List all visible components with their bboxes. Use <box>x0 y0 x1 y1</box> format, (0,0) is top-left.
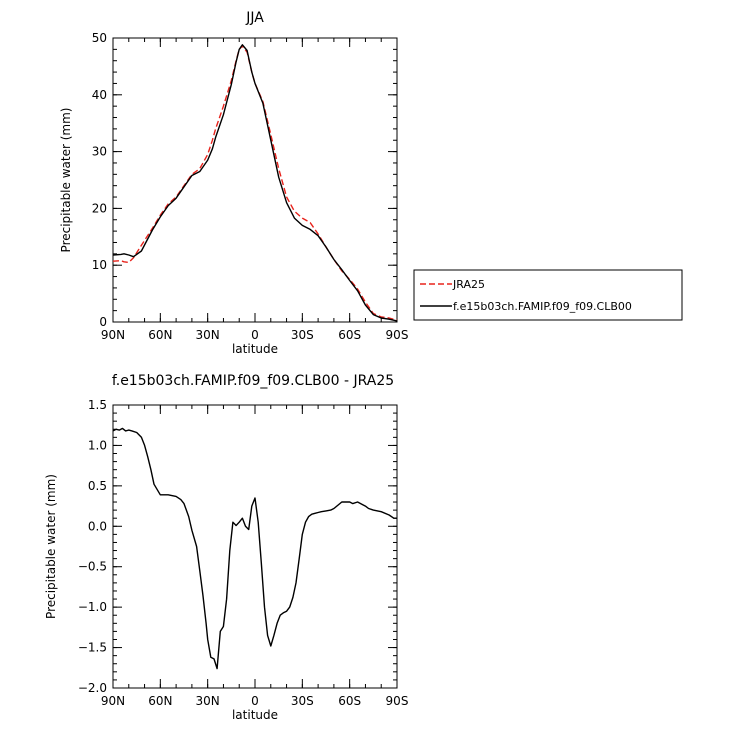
x-tick-label: 60N <box>148 328 172 342</box>
legend-label: JRA25 <box>452 278 485 291</box>
y-tick-label: 0.5 <box>88 479 107 493</box>
y-axis-label: Precipitable water (mm) <box>44 474 58 619</box>
series-line-1 <box>112 45 398 321</box>
y-tick-label: 0.0 <box>88 519 107 533</box>
x-axis-label: latitude <box>232 708 278 722</box>
x-tick-label: 30N <box>196 328 220 342</box>
chart-title: f.e15b03ch.FAMIP.f09_f09.CLB00 - JRA25 <box>112 373 394 389</box>
y-tick-label: 20 <box>92 201 107 215</box>
x-tick-label: 0 <box>251 328 259 342</box>
y-tick-label: 40 <box>92 88 107 102</box>
chart-top: 90N 60N 30N 0 30S 60S 90S 0 10 20 30 40 50 JJA latitud… <box>59 10 683 356</box>
chart-bottom: 90N 60N 30N 0 30S 60S 90S −2.0 −1.5 −1.0 −0.5 0.0 0.… <box>44 373 408 722</box>
x-tick-label: 90N <box>101 328 125 342</box>
y-tick-label: 10 <box>92 258 107 272</box>
y-tick-label: 1.0 <box>88 438 107 452</box>
legend-box <box>413 269 683 321</box>
y-tick-label: −2.0 <box>78 681 107 695</box>
legend-label: f.e15b03ch.FAMIP.f09_f09.CLB00 <box>453 300 632 313</box>
x-tick-label: 90S <box>386 328 409 342</box>
x-axis-label: latitude <box>232 342 278 356</box>
x-tick-label: 30N <box>196 694 220 708</box>
plot-frame <box>112 37 398 323</box>
y-tick-label: −0.5 <box>78 560 107 574</box>
y-tick-label: 30 <box>92 145 107 159</box>
series-line-1 <box>112 427 397 670</box>
y-tick-label: −1.5 <box>78 641 107 655</box>
y-axis-label: Precipitable water (mm) <box>59 108 73 253</box>
y-tick-label: −1.0 <box>78 600 107 614</box>
y-tick-label: 1.5 <box>88 398 107 412</box>
x-tick-label: 90S <box>386 694 409 708</box>
series-line-2 <box>112 44 398 322</box>
chart-title: JJA <box>245 10 264 26</box>
legend: JRA25 f.e15b03ch.FAMIP.f09_f09.CLB00 <box>413 269 683 321</box>
x-tick-label: 30S <box>291 328 314 342</box>
x-tick-label: 60N <box>148 694 172 708</box>
x-tick-label: 0 <box>251 694 259 708</box>
x-tick-label: 60S <box>338 328 361 342</box>
y-tick-label: 50 <box>92 31 107 45</box>
x-tick-label: 90N <box>101 694 125 708</box>
y-tick-label: 0 <box>99 315 107 329</box>
x-tick-label: 60S <box>338 694 361 708</box>
plot-frame <box>112 404 398 689</box>
x-tick-label: 30S <box>291 694 314 708</box>
